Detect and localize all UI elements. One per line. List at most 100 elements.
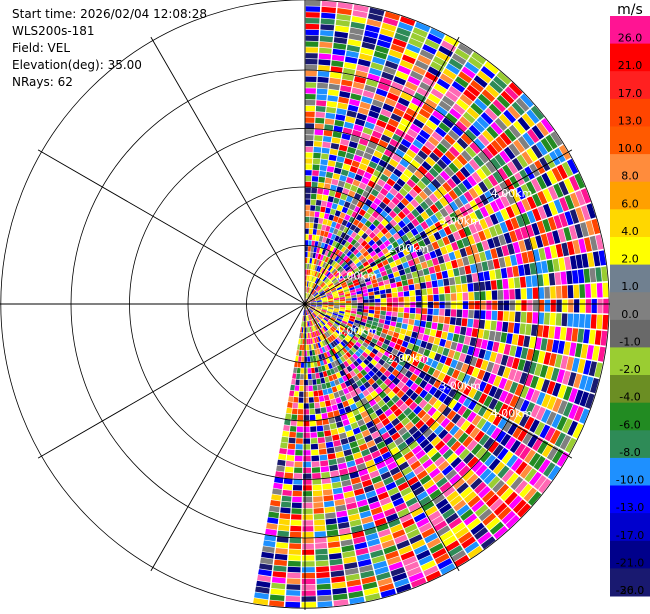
- velocity-gate: [303, 474, 311, 479]
- colorbar-tick-label: -10.0: [616, 474, 644, 487]
- velocity-gate: [308, 374, 312, 380]
- range-ring-label: 2.00km: [388, 352, 430, 365]
- velocity-gate: [317, 426, 324, 432]
- velocity-gate: [305, 141, 313, 147]
- velocity-gate: [474, 292, 480, 301]
- velocity-gate: [314, 135, 322, 141]
- velocity-gate: [286, 596, 300, 602]
- velocity-gate: [332, 137, 341, 144]
- velocity-gate: [310, 415, 316, 421]
- velocity-gate: [480, 301, 485, 310]
- velocity-gate: [273, 483, 283, 490]
- velocity-gate: [313, 490, 323, 496]
- velocity-gate: [302, 573, 315, 578]
- velocity-gate: [306, 77, 317, 83]
- velocity-gate: [309, 235, 313, 241]
- velocity-gate: [315, 543, 327, 549]
- velocity-gate: [516, 300, 521, 310]
- velocity-gate: [276, 542, 288, 548]
- velocity-gate: [501, 268, 508, 279]
- velocity-gate: [337, 403, 344, 410]
- velocity-gate: [458, 335, 465, 344]
- velocity-gate: [326, 172, 333, 178]
- velocity-gate: [297, 427, 303, 433]
- velocity-gate: [414, 283, 420, 289]
- velocity-gate: [527, 288, 533, 299]
- velocity-gate: [313, 159, 320, 165]
- velocity-gate: [336, 108, 346, 115]
- velocity-gate: [317, 595, 332, 601]
- velocity-gate: [514, 277, 520, 288]
- velocity-gate: [416, 302, 421, 308]
- velocity-gate: [363, 306, 368, 309]
- velocity-gate: [293, 403, 298, 409]
- velocity-gate: [329, 84, 340, 91]
- velocity-gate: [306, 82, 317, 88]
- velocity-gate: [313, 496, 323, 502]
- velocity-gate: [392, 293, 398, 298]
- velocity-gate: [305, 164, 312, 169]
- velocity-gate: [386, 311, 392, 316]
- velocity-gate: [278, 525, 289, 531]
- velocity-gate: [291, 520, 302, 526]
- velocity-gate: [550, 313, 556, 325]
- velocity-gate: [305, 234, 308, 239]
- velocity-gate: [503, 311, 509, 321]
- velocity-gate: [456, 285, 462, 293]
- velocity-gate: [399, 269, 406, 275]
- velocity-gate: [303, 497, 313, 502]
- velocity-gate: [303, 515, 313, 520]
- velocity-gate: [450, 342, 457, 351]
- velocity-gate: [319, 53, 331, 59]
- velocity-gate: [302, 561, 315, 566]
- velocity-gate: [326, 406, 332, 412]
- elevation-text: Elevation(deg): 35.00: [12, 57, 207, 74]
- velocity-gate: [351, 298, 357, 301]
- velocity-gate: [270, 500, 280, 507]
- velocity-gate: [512, 266, 519, 277]
- velocity-gate: [391, 288, 397, 293]
- velocity-gate: [442, 271, 449, 279]
- velocity-gate: [310, 205, 315, 211]
- velocity-gate: [424, 328, 430, 335]
- velocity-gate: [301, 368, 304, 373]
- velocity-gate: [357, 309, 363, 312]
- velocity-gate: [357, 294, 363, 297]
- velocity-gate: [318, 390, 323, 396]
- velocity-gate: [302, 585, 316, 590]
- velocity-gate: [431, 322, 437, 329]
- velocity-gate: [430, 273, 436, 280]
- velocity-gate: [300, 374, 304, 379]
- velocity-gate: [302, 596, 316, 601]
- velocity-gate: [416, 296, 422, 302]
- velocity-gate: [306, 100, 316, 106]
- velocity-gate: [313, 391, 318, 397]
- velocity-gate: [302, 526, 313, 531]
- colorbar-tick-label: -1.0: [619, 335, 640, 348]
- velocity-gate: [346, 301, 351, 303]
- velocity-gate: [533, 300, 538, 311]
- velocity-gate: [591, 283, 597, 297]
- velocity-gate: [573, 285, 579, 298]
- velocity-gate: [422, 334, 429, 341]
- velocity-gate: [408, 279, 414, 285]
- velocity-gate: [327, 101, 337, 108]
- velocity-gate: [351, 308, 356, 311]
- velocity-gate: [373, 318, 379, 323]
- velocity-gate: [433, 295, 439, 302]
- velocity-gate: [475, 301, 480, 309]
- velocity-gate: [306, 94, 316, 100]
- velocity-gate: [300, 380, 304, 385]
- velocity-gate: [323, 489, 333, 495]
- range-ring-label: 4.00km: [491, 187, 533, 200]
- velocity-gate: [321, 18, 335, 24]
- velocity-gate: [439, 309, 445, 316]
- velocity-gate: [392, 307, 398, 312]
- velocity-gate: [369, 306, 375, 310]
- velocity-gate: [482, 261, 489, 271]
- velocity-gate: [397, 287, 403, 292]
- velocity-gate: [302, 602, 317, 608]
- velocity-gate: [319, 372, 324, 378]
- velocity-gate: [518, 265, 525, 276]
- velocity-gate: [413, 326, 419, 333]
